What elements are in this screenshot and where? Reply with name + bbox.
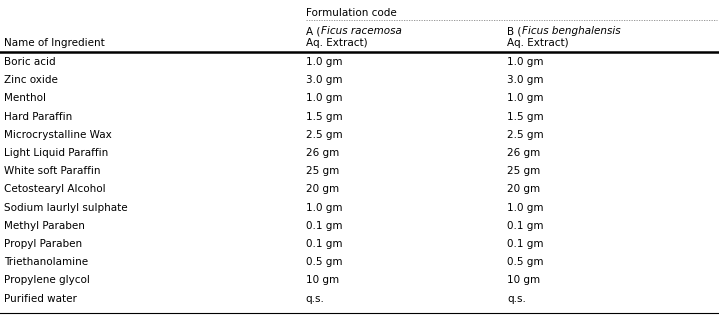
Text: Menthol: Menthol xyxy=(4,93,45,103)
Text: Microcrystalline Wax: Microcrystalline Wax xyxy=(4,130,111,140)
Text: 25 gm: 25 gm xyxy=(306,166,339,176)
Text: Zinc oxide: Zinc oxide xyxy=(4,75,58,85)
Text: Aq. Extract): Aq. Extract) xyxy=(306,38,367,48)
Text: Light Liquid Paraffin: Light Liquid Paraffin xyxy=(4,148,108,158)
Text: 0.5 gm: 0.5 gm xyxy=(507,257,544,267)
Text: 0.5 gm: 0.5 gm xyxy=(306,257,342,267)
Text: A (: A ( xyxy=(306,26,320,36)
Text: 1.0 gm: 1.0 gm xyxy=(507,93,544,103)
Text: Ficus racemosa: Ficus racemosa xyxy=(321,26,401,36)
Text: 25 gm: 25 gm xyxy=(507,166,540,176)
Text: Purified water: Purified water xyxy=(4,294,76,304)
Text: Cetostearyl Alcohol: Cetostearyl Alcohol xyxy=(4,184,105,194)
Text: q.s.: q.s. xyxy=(306,294,324,304)
Text: B (: B ( xyxy=(507,26,521,36)
Text: Boric acid: Boric acid xyxy=(4,57,55,67)
Text: 26 gm: 26 gm xyxy=(507,148,540,158)
Text: 0.1 gm: 0.1 gm xyxy=(507,239,544,249)
Text: q.s.: q.s. xyxy=(507,294,526,304)
Text: Propylene glycol: Propylene glycol xyxy=(4,275,89,285)
Text: White soft Paraffin: White soft Paraffin xyxy=(4,166,100,176)
Text: Triethanolamine: Triethanolamine xyxy=(4,257,88,267)
Text: 20 gm: 20 gm xyxy=(507,184,540,194)
Text: 0.1 gm: 0.1 gm xyxy=(306,221,342,231)
Text: 10 gm: 10 gm xyxy=(507,275,540,285)
Text: 2.5 gm: 2.5 gm xyxy=(306,130,342,140)
Text: 0.1 gm: 0.1 gm xyxy=(507,221,544,231)
Text: Name of Ingredient: Name of Ingredient xyxy=(4,38,104,48)
Text: Aq. Extract): Aq. Extract) xyxy=(507,38,569,48)
Text: 1.0 gm: 1.0 gm xyxy=(306,57,342,67)
Text: Propyl Paraben: Propyl Paraben xyxy=(4,239,82,249)
Text: 1.0 gm: 1.0 gm xyxy=(306,93,342,103)
Text: 26 gm: 26 gm xyxy=(306,148,339,158)
Text: 1.0 gm: 1.0 gm xyxy=(306,202,342,213)
Text: 3.0 gm: 3.0 gm xyxy=(507,75,544,85)
Text: Methyl Paraben: Methyl Paraben xyxy=(4,221,84,231)
Text: 0.1 gm: 0.1 gm xyxy=(306,239,342,249)
Text: Ficus benghalensis: Ficus benghalensis xyxy=(522,26,620,36)
Text: 1.0 gm: 1.0 gm xyxy=(507,57,544,67)
Text: 2.5 gm: 2.5 gm xyxy=(507,130,544,140)
Text: Formulation code: Formulation code xyxy=(306,8,396,18)
Text: 10 gm: 10 gm xyxy=(306,275,339,285)
Text: Hard Paraffin: Hard Paraffin xyxy=(4,111,72,122)
Text: 1.5 gm: 1.5 gm xyxy=(306,111,342,122)
Text: Sodium laurlyl sulphate: Sodium laurlyl sulphate xyxy=(4,202,127,213)
Text: 1.0 gm: 1.0 gm xyxy=(507,202,544,213)
Text: 20 gm: 20 gm xyxy=(306,184,339,194)
Text: 1.5 gm: 1.5 gm xyxy=(507,111,544,122)
Text: 3.0 gm: 3.0 gm xyxy=(306,75,342,85)
